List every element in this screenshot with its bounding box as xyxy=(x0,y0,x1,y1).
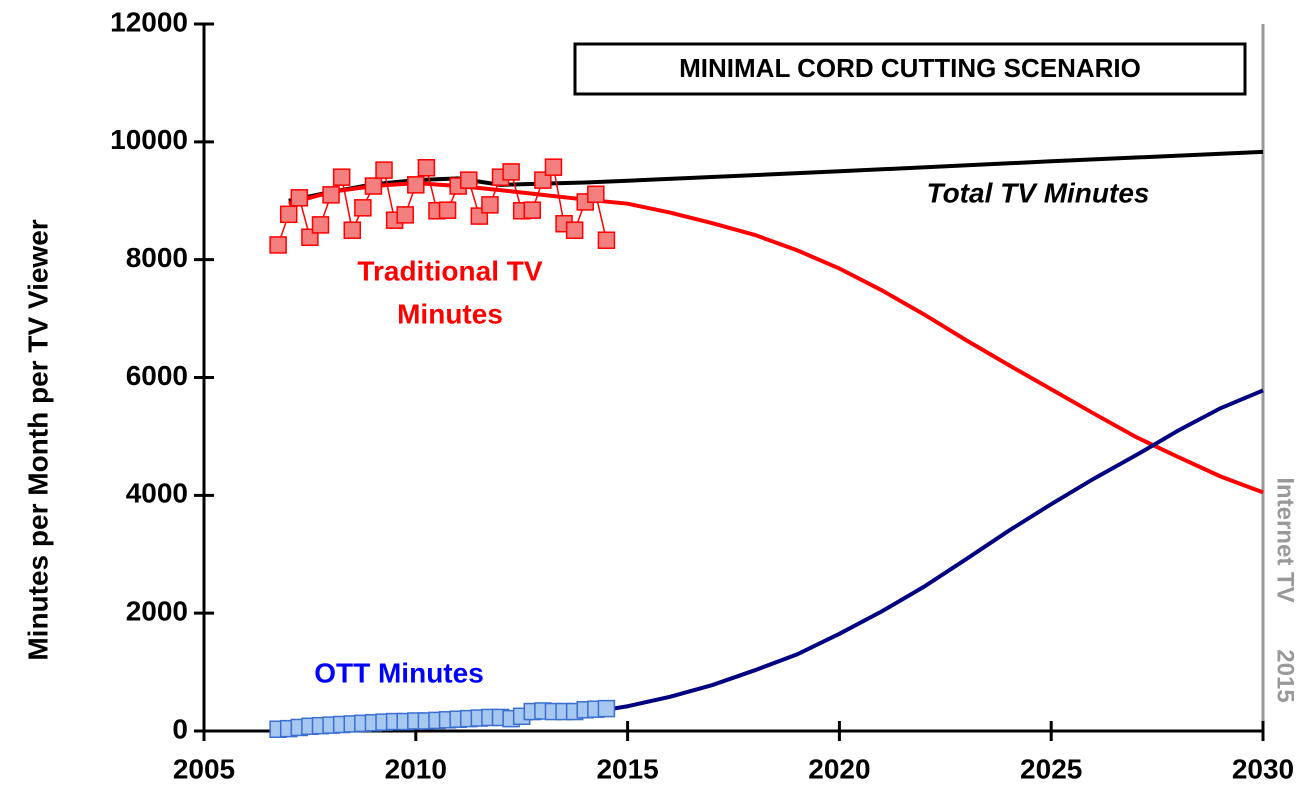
x-tick-label: 2020 xyxy=(808,753,870,784)
data-marker xyxy=(597,699,616,718)
x-tick-label: 2015 xyxy=(596,753,658,784)
data-marker xyxy=(534,171,552,189)
data-marker xyxy=(375,161,393,179)
x-tick-label: 2005 xyxy=(173,753,235,784)
data-marker xyxy=(597,231,616,249)
annotation-box xyxy=(573,42,1247,96)
data-marker xyxy=(322,186,340,204)
y-tick-label: 12000 xyxy=(110,6,188,37)
data-marker xyxy=(290,189,309,207)
data-marker xyxy=(354,199,372,217)
data-marker xyxy=(279,205,298,224)
data-marker xyxy=(269,236,287,254)
y-tick-label: 6000 xyxy=(126,360,188,391)
data-marker xyxy=(481,196,499,214)
x-tick-label: 2025 xyxy=(1020,753,1082,784)
data-marker xyxy=(523,201,542,219)
y-tick-label: 0 xyxy=(172,713,188,744)
annotation: OTT Minutes xyxy=(314,657,484,688)
data-marker xyxy=(311,216,330,234)
data-marker xyxy=(460,171,478,189)
x-tick-label: 2030 xyxy=(1232,753,1294,784)
annotation: 2015 xyxy=(1272,649,1299,702)
annotation: Minutes xyxy=(397,298,503,329)
annotation: Total TV Minutes xyxy=(927,177,1150,208)
annotation: MINIMAL CORD CUTTING SCENARIO xyxy=(679,53,1141,83)
data-marker xyxy=(396,206,414,224)
data-marker xyxy=(364,177,383,195)
data-marker xyxy=(565,221,584,239)
y-axis-label: Minutes per Month per TV Viewer xyxy=(22,219,53,660)
data-marker xyxy=(407,176,425,194)
data-marker xyxy=(438,201,457,219)
data-marker xyxy=(587,185,605,204)
y-tick-label: 4000 xyxy=(126,478,188,509)
x-tick-label: 2010 xyxy=(385,753,447,784)
data-marker xyxy=(332,168,351,186)
y-tick-label: 10000 xyxy=(110,124,188,155)
data-marker xyxy=(502,163,520,181)
data-marker xyxy=(544,158,563,176)
y-tick-label: 2000 xyxy=(126,596,188,627)
annotation: Internet TV xyxy=(1272,477,1299,602)
annotation: Traditional TV xyxy=(357,255,542,286)
y-tick-label: 8000 xyxy=(126,242,188,273)
data-marker xyxy=(417,159,436,177)
data-marker xyxy=(343,221,362,239)
series-line xyxy=(288,181,1264,495)
